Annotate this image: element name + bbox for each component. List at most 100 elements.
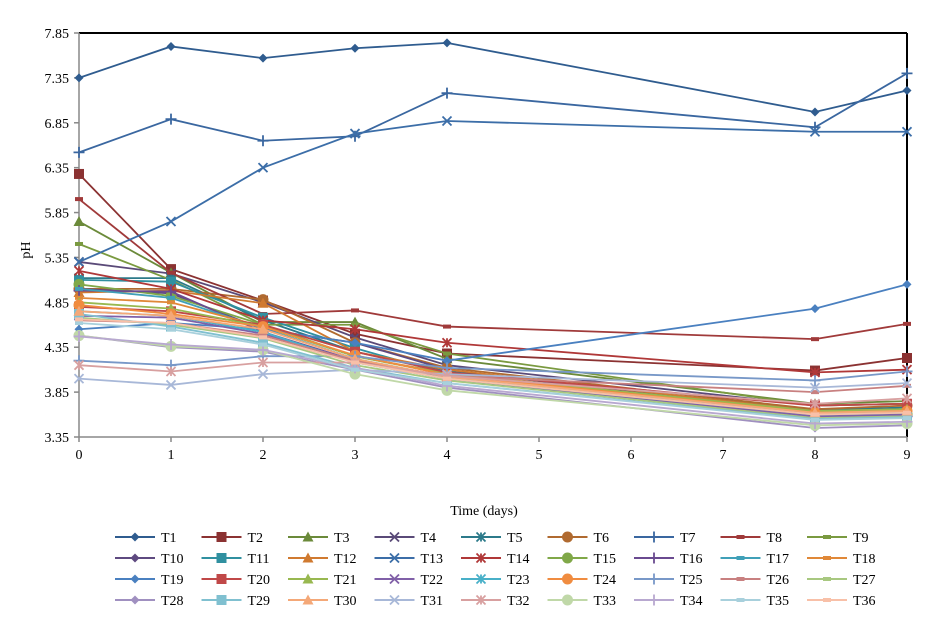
legend-marker bbox=[216, 532, 227, 542]
y-tick-label: 7.35 bbox=[45, 72, 70, 87]
data-point bbox=[165, 379, 177, 391]
x-tick-label: 2 bbox=[260, 448, 267, 463]
legend-label: T33 bbox=[594, 594, 617, 609]
legend-marker bbox=[130, 553, 140, 563]
data-point bbox=[165, 339, 177, 351]
data-point bbox=[257, 297, 269, 308]
y-tick-label: 4.85 bbox=[45, 296, 70, 311]
y-tick-label: 6.35 bbox=[45, 162, 70, 177]
data-point bbox=[810, 107, 820, 117]
data-point bbox=[901, 365, 913, 377]
legend-label: T28 bbox=[161, 594, 184, 609]
data-point bbox=[73, 330, 85, 342]
data-point bbox=[258, 53, 268, 63]
data-point bbox=[167, 295, 175, 300]
legend-label: T7 bbox=[680, 531, 696, 546]
legend-label: T24 bbox=[594, 573, 617, 588]
legend-label: T12 bbox=[334, 552, 357, 567]
legend-item: T29 bbox=[201, 594, 270, 609]
data-point bbox=[259, 335, 267, 340]
legend-item: T9 bbox=[807, 531, 869, 546]
data-point bbox=[811, 390, 819, 395]
legend-item: T35 bbox=[720, 594, 789, 609]
series-t35 bbox=[75, 320, 911, 422]
legend-marker bbox=[562, 531, 573, 543]
y-tick-label: 4.35 bbox=[45, 341, 70, 356]
legend-marker bbox=[389, 594, 400, 606]
data-point bbox=[811, 417, 819, 422]
data-point bbox=[73, 299, 85, 311]
legend-label: T5 bbox=[507, 531, 523, 546]
legend-marker bbox=[302, 573, 314, 584]
data-point bbox=[75, 317, 83, 322]
legend-label: T11 bbox=[248, 552, 270, 567]
data-point bbox=[75, 286, 83, 291]
legend-item: T25 bbox=[634, 573, 703, 588]
legend-marker bbox=[562, 594, 573, 606]
legend-label: T8 bbox=[767, 531, 783, 546]
y-tick-label: 3.85 bbox=[45, 386, 70, 401]
data-point bbox=[441, 115, 453, 127]
data-point bbox=[441, 87, 453, 99]
x-tick-label: 1 bbox=[168, 448, 175, 463]
y-tick-label: 7.85 bbox=[45, 27, 70, 42]
series-line bbox=[78, 120, 907, 263]
legend-marker bbox=[130, 574, 140, 584]
series-t7 bbox=[73, 67, 913, 158]
data-point bbox=[903, 321, 911, 326]
legend-label: T3 bbox=[334, 531, 350, 546]
data-point bbox=[74, 168, 84, 179]
data-point bbox=[351, 308, 359, 313]
legend-marker bbox=[302, 552, 314, 563]
data-point bbox=[75, 320, 83, 325]
legend-item: T11 bbox=[201, 552, 270, 567]
legend-item: T31 bbox=[374, 594, 443, 609]
legend-marker bbox=[823, 577, 831, 581]
legend-marker bbox=[823, 556, 831, 560]
legend-marker bbox=[648, 594, 660, 606]
legend-marker bbox=[302, 531, 314, 542]
legend-marker bbox=[216, 595, 227, 605]
legend-label: T34 bbox=[680, 594, 703, 609]
data-point bbox=[75, 197, 83, 202]
data-point bbox=[901, 67, 913, 79]
data-point bbox=[257, 369, 269, 380]
legend-item: T23 bbox=[461, 573, 530, 588]
data-point bbox=[351, 360, 359, 365]
legend-label: T1 bbox=[161, 531, 177, 546]
data-point bbox=[903, 416, 911, 421]
data-point bbox=[811, 337, 819, 342]
legend-label: T36 bbox=[853, 594, 876, 609]
legend-label: T10 bbox=[161, 552, 184, 567]
data-point bbox=[902, 85, 912, 95]
legend-label: T16 bbox=[680, 552, 703, 567]
legend: T1 T2 T3 T4 T5 T6 T7 T8 T9 T10 T11 T12 T13 T14 T15 T16 T… bbox=[115, 531, 876, 609]
legend-label: T27 bbox=[853, 573, 876, 588]
data-point bbox=[257, 162, 269, 173]
x-tick-label: 8 bbox=[812, 448, 819, 463]
series-line bbox=[78, 283, 908, 418]
data-point bbox=[74, 73, 84, 83]
y-axis-title: pH bbox=[19, 241, 34, 258]
legend-label: T25 bbox=[680, 573, 703, 588]
legend-marker bbox=[130, 595, 140, 605]
legend-marker bbox=[736, 598, 745, 602]
data-point bbox=[73, 305, 85, 316]
x-tick-label: 6 bbox=[628, 448, 635, 463]
legend-marker bbox=[130, 532, 140, 542]
data-point bbox=[73, 216, 85, 227]
data-point bbox=[349, 128, 361, 139]
legend-label: T17 bbox=[767, 552, 790, 567]
legend-label: T23 bbox=[507, 573, 530, 588]
legend-item: T19 bbox=[115, 573, 184, 588]
legend-label: T6 bbox=[594, 531, 610, 546]
legend-marker bbox=[216, 553, 227, 563]
legend-marker bbox=[475, 531, 487, 543]
data-point bbox=[257, 323, 269, 334]
data-point bbox=[351, 367, 359, 372]
legend-item: T30 bbox=[288, 594, 357, 609]
legend-marker bbox=[475, 573, 487, 585]
legend-item: T6 bbox=[547, 531, 610, 546]
series-t13 bbox=[73, 115, 913, 268]
series-line bbox=[78, 72, 908, 154]
